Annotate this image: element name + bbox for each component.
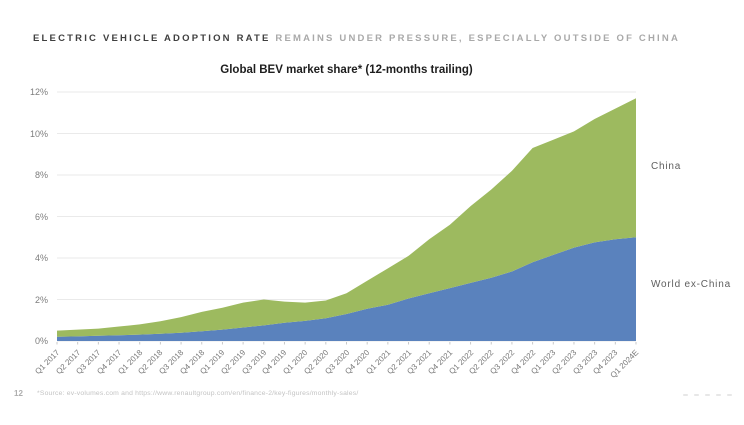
headline-rest: REMAINS UNDER PRESSURE, ESPECIALLY OUTSI… [270, 33, 681, 44]
y-axis-label: 2% [34, 294, 48, 305]
y-axis-label: 4% [34, 253, 48, 263]
stacked-area-chart [56, 91, 637, 345]
headline-emphasis: ELECTRIC VEHICLE ADOPTION RATE [33, 33, 271, 44]
y-axis-label: 10% [29, 128, 48, 139]
y-axis-label: 12% [29, 87, 48, 97]
area-china [57, 98, 636, 337]
slide-headline: ELECTRIC VEHICLE ADOPTION RATE REMAINS U… [33, 33, 680, 44]
footer-watermark [683, 394, 732, 396]
source-note: *Source: ev-volumes.com and https://www.… [37, 390, 359, 397]
y-axis-label: 8% [34, 170, 48, 180]
page-number: 12 [14, 389, 23, 398]
y-axis-label: 0% [34, 336, 48, 346]
y-axis-label: 6% [34, 211, 48, 222]
series-label-china: China [651, 161, 682, 172]
chart-title: Global BEV market share* (12-months trai… [220, 64, 473, 76]
series-label-world-ex-china: World ex-China [651, 279, 731, 290]
area-world-ex-china [57, 237, 636, 341]
chart-plot-area [56, 91, 637, 345]
